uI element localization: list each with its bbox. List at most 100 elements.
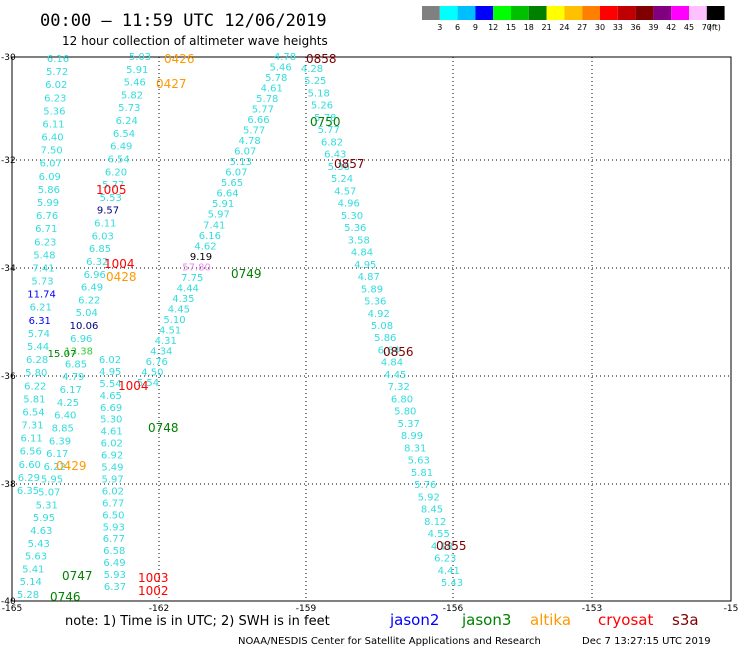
wave-height-value: 7.50 bbox=[40, 146, 62, 157]
wave-height-value: 4.95 bbox=[354, 260, 376, 271]
legend-tick-label: 27 bbox=[577, 23, 587, 32]
wave-height-value: 5.63 bbox=[25, 552, 47, 563]
wave-height-value: 6.56 bbox=[20, 447, 42, 458]
satellite-tracks: 6.16 5.72 6.02 6.23 5.36 6.11 6.40 7.50 6.07 6.09… bbox=[17, 52, 463, 601]
wave-height-value: 5.76 bbox=[414, 480, 436, 491]
wave-height-value: 6.77 bbox=[103, 534, 125, 545]
footer-timestamp: Dec 7 13:27:15 UTC 2019 bbox=[582, 636, 711, 647]
wave-height-value: 5.73 bbox=[118, 103, 140, 114]
wave-height-value: 57.80 bbox=[182, 262, 211, 273]
map-footer: note: 1) Time is in UTC; 2) SWH is in fe… bbox=[65, 611, 711, 647]
wave-height-value: 6.11 bbox=[20, 434, 42, 445]
wave-height-value: 4.28 bbox=[301, 64, 323, 75]
wave-height-value: 7.31 bbox=[21, 421, 43, 432]
pass-time-label: 0746 bbox=[50, 590, 81, 604]
wave-height-value: 6.64 bbox=[216, 189, 238, 200]
wave-height-value: 6.21 bbox=[30, 303, 52, 314]
wave-height-value: 6.49 bbox=[103, 558, 125, 569]
wave-height-value: 7.41 bbox=[32, 264, 54, 275]
wave-height-value: 5.73 bbox=[31, 277, 53, 288]
satellite-legend: jason2 jason3 altika cryosat s3a bbox=[389, 611, 699, 629]
pass-time-label: 0855 bbox=[436, 539, 467, 553]
wave-height-value: 6.85 bbox=[89, 244, 111, 255]
wave-height-value: 6.07 bbox=[40, 159, 62, 170]
wave-height-value: 5.77 bbox=[243, 126, 265, 137]
map-title: 00:00 – 11:59 UTC 12/06/2019 bbox=[40, 11, 327, 31]
wave-height-value: 5.36 bbox=[328, 162, 350, 173]
wave-height-value: 6.60 bbox=[19, 460, 41, 471]
latitude-tick-label: -32 bbox=[1, 156, 16, 166]
wave-height-value: 5.97 bbox=[208, 210, 230, 221]
wave-height-value: 5.46 bbox=[124, 78, 146, 89]
wave-height-value: 6.07 bbox=[234, 147, 256, 158]
pass-time-label: 0429 bbox=[56, 459, 87, 473]
wave-height-value: 6.92 bbox=[101, 451, 123, 462]
wave-height-value: 6.76 bbox=[146, 357, 168, 368]
pass-time-label: 1005 bbox=[96, 183, 127, 197]
wave-height-value: 5.43 bbox=[28, 539, 50, 550]
wave-height-value: 8.31 bbox=[404, 443, 426, 454]
wave-height-value: 5.18 bbox=[308, 89, 330, 100]
legend-tick-label: (ft) bbox=[709, 23, 721, 32]
legend-tick-label: 12 bbox=[488, 23, 498, 32]
wave-height-value: 5.30 bbox=[100, 415, 122, 426]
wave-height-value: 13.38 bbox=[64, 347, 93, 358]
wave-height-value: 4.41 bbox=[438, 566, 460, 577]
wave-height-value: 6.54 bbox=[108, 155, 130, 166]
wave-height-value: 5.25 bbox=[304, 76, 326, 87]
wave-height-value: 7.41 bbox=[203, 220, 225, 231]
wave-height-value: 4.25 bbox=[57, 398, 79, 409]
latitude-tick-label: -40 bbox=[1, 597, 16, 607]
wave-height-value: 4.78 bbox=[238, 136, 260, 147]
wave-height-value: 5.81 bbox=[23, 394, 45, 405]
wave-height-value: 4.87 bbox=[358, 272, 380, 283]
wave-height-value: 6.96 bbox=[84, 270, 106, 281]
wave-height-value: 5.36 bbox=[344, 223, 366, 234]
wave-height-value: 5.80 bbox=[394, 407, 416, 418]
wave-height-value: 6.37 bbox=[104, 582, 126, 593]
wave-height-value: 5.14 bbox=[20, 577, 42, 588]
legend-swatch bbox=[671, 6, 689, 20]
wave-height-value: 4.79 bbox=[62, 372, 84, 383]
wave-height-value: 5.36 bbox=[364, 297, 386, 308]
wave-height-value: 5.46 bbox=[269, 63, 291, 74]
wave-height-value: 5.93 bbox=[103, 522, 125, 533]
wave-height-value: 5.93 bbox=[104, 570, 126, 581]
wave-height-value: 5.53 bbox=[100, 193, 122, 204]
satellite-name-s3a: s3a bbox=[672, 611, 699, 629]
longitude-tick-label: -153 bbox=[582, 604, 602, 614]
legend-tick-label: 21 bbox=[542, 23, 552, 32]
wave-height-value: 6.43 bbox=[324, 150, 346, 161]
wave-height-value: 5.77 bbox=[252, 105, 274, 116]
legend-swatch bbox=[439, 6, 458, 20]
pass-time-label: 1004 bbox=[104, 257, 135, 271]
pass-time-label: 0426 bbox=[164, 52, 195, 66]
wave-height-value: 6.69 bbox=[100, 403, 122, 414]
footer-note: note: 1) Time is in UTC; 2) SWH is in fe… bbox=[65, 614, 330, 629]
wave-height-value: 4.62 bbox=[194, 241, 216, 252]
wave-height-value: 6.64 bbox=[378, 346, 400, 357]
wave-height-value: 5.41 bbox=[22, 564, 44, 575]
wave-height-value: 6.02 bbox=[45, 80, 67, 91]
wave-height-value: 5.86 bbox=[38, 185, 60, 196]
wave-height-value: 5.54 bbox=[137, 378, 159, 389]
wave-height-value: 4.63 bbox=[30, 526, 52, 537]
wave-height-value: 5.63 bbox=[408, 456, 430, 467]
pass-time-label: 0749 bbox=[231, 267, 262, 281]
legend-swatch bbox=[493, 6, 511, 20]
legend-tick-label: 39 bbox=[648, 23, 658, 32]
wave-height-value: 6.71 bbox=[35, 224, 57, 235]
legend-tick-label: 30 bbox=[595, 23, 605, 32]
legend-swatch bbox=[546, 6, 565, 20]
wave-height-value: 4.65 bbox=[100, 391, 122, 402]
wave-height-value: 7.75 bbox=[181, 273, 203, 284]
wave-height-value: 11.74 bbox=[27, 290, 56, 301]
wave-height-value: 5.91 bbox=[126, 65, 148, 76]
wave-height-value: 5.03 bbox=[129, 52, 151, 63]
legend-tick-label: 33 bbox=[613, 23, 623, 32]
longitude-tick-label: -165 bbox=[2, 604, 22, 614]
pass-time-label: 0857 bbox=[334, 157, 365, 171]
legend-swatch bbox=[582, 6, 600, 20]
